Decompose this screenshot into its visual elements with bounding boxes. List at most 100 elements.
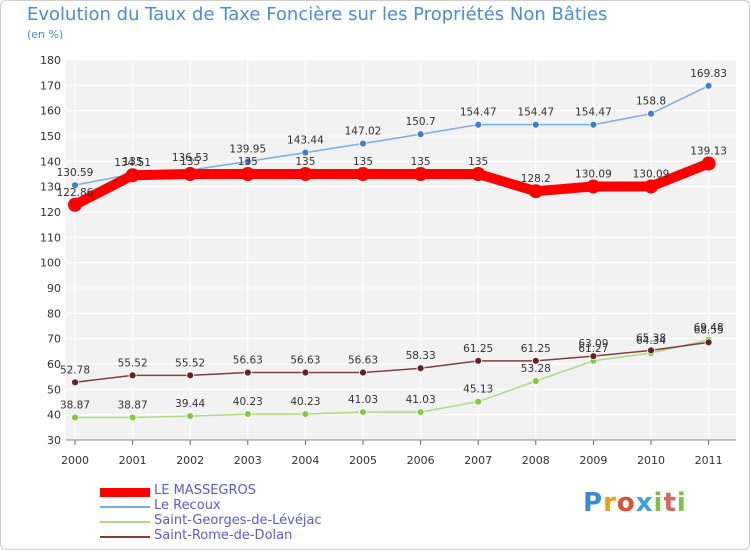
x-tick-label: 2002 xyxy=(176,454,204,467)
x-tick-label: 2011 xyxy=(695,454,723,467)
legend-item: Saint-Georges-de-Lévéjac xyxy=(100,513,360,529)
data-label: 130.09 xyxy=(575,168,612,180)
x-tick-label: 2004 xyxy=(291,454,319,467)
y-tick-label: 150 xyxy=(40,130,61,143)
y-tick-label: 70 xyxy=(47,333,61,346)
x-tick-label: 2008 xyxy=(522,454,550,467)
x-tick-label: 2009 xyxy=(579,454,607,467)
data-label: 139.95 xyxy=(229,143,266,155)
data-point xyxy=(416,364,425,373)
x-tick-label: 2003 xyxy=(234,454,262,467)
y-tick-label: 60 xyxy=(47,358,61,371)
data-label: 136.53 xyxy=(172,152,209,164)
legend: LE MASSEGROS Le Recoux Saint-Georges-de-Lé… xyxy=(100,483,360,544)
data-label: 134.51 xyxy=(114,157,151,169)
y-tick-label: 30 xyxy=(47,434,61,447)
data-point xyxy=(301,148,310,157)
y-tick-label: 40 xyxy=(47,409,61,422)
data-label: 135 xyxy=(353,156,373,168)
data-label: 135 xyxy=(238,156,258,168)
data-label: 139.13 xyxy=(690,146,727,158)
data-label: 41.03 xyxy=(406,394,436,406)
y-tick-label: 140 xyxy=(40,155,61,168)
legend-label: Le Recoux xyxy=(154,498,221,513)
y-tick-label: 110 xyxy=(40,231,61,244)
data-label: 68.55 xyxy=(694,324,724,336)
data-label: 158.8 xyxy=(636,96,666,108)
y-tick-label: 120 xyxy=(40,206,61,219)
legend-item: Saint-Rome-de-Dolan xyxy=(100,528,360,544)
x-tick-label: 2000 xyxy=(61,454,89,467)
data-label: 61.27 xyxy=(578,343,608,355)
data-point xyxy=(71,181,79,190)
data-point xyxy=(589,120,598,129)
data-label: 135 xyxy=(295,156,315,168)
legend-swatch xyxy=(100,487,150,497)
data-point xyxy=(298,167,313,181)
data-point xyxy=(359,139,367,148)
data-label: 135 xyxy=(180,156,200,168)
data-point xyxy=(528,184,543,199)
chart-title: Evolution du Taux de Taxe Foncière sur l… xyxy=(27,4,608,25)
data-point xyxy=(644,179,658,194)
plot-area xyxy=(66,60,736,440)
data-point xyxy=(474,356,483,365)
data-label: 56.63 xyxy=(348,355,378,367)
data-point xyxy=(71,378,79,387)
data-point xyxy=(128,371,137,380)
data-point xyxy=(647,346,655,355)
proxiti-logo: Proxiti xyxy=(583,488,687,518)
legend-label: Saint-Rome-de-Dolan xyxy=(154,528,293,543)
data-point xyxy=(413,167,428,181)
legend-label: LE MASSEGROS xyxy=(154,483,257,498)
data-label: 40.23 xyxy=(290,396,320,408)
data-label: 63.09 xyxy=(578,338,608,350)
data-label: 150.7 xyxy=(406,116,436,128)
data-label: 154.47 xyxy=(517,107,554,119)
data-point xyxy=(586,179,601,194)
x-tick-label: 2005 xyxy=(349,454,377,467)
data-point xyxy=(186,371,195,380)
data-point xyxy=(356,167,370,181)
data-label: 53.28 xyxy=(521,363,551,375)
data-label: 130.59 xyxy=(57,167,94,179)
data-label: 38.87 xyxy=(118,400,148,412)
data-point xyxy=(71,413,79,422)
data-label: 69.48 xyxy=(694,322,724,334)
data-label: 128.2 xyxy=(521,173,551,185)
data-label: 147.02 xyxy=(345,126,382,138)
data-point xyxy=(531,120,540,129)
data-label: 135 xyxy=(468,156,488,168)
data-point xyxy=(243,368,252,377)
y-tick-label: 50 xyxy=(47,383,61,396)
data-label: 52.78 xyxy=(60,364,90,376)
data-label: 61.25 xyxy=(521,343,551,355)
y-tick-label: 170 xyxy=(40,79,61,92)
data-label: 45.13 xyxy=(463,384,493,396)
data-label: 56.63 xyxy=(233,355,263,367)
data-point xyxy=(416,408,425,416)
data-label: 38.87 xyxy=(60,400,90,412)
y-tick-label: 100 xyxy=(40,257,61,270)
data-label: 122.86 xyxy=(57,187,94,199)
x-tick-label: 2006 xyxy=(407,454,435,467)
y-tick-label: 160 xyxy=(40,105,61,118)
data-point xyxy=(183,167,198,181)
data-label: 39.44 xyxy=(175,398,205,410)
data-point xyxy=(128,413,137,422)
line-chart: 30 40 50 60 70 80 90 100 110 120 130 140 150 160 170 18… xyxy=(40,54,736,467)
data-point xyxy=(704,338,713,347)
data-point xyxy=(359,368,367,377)
data-point xyxy=(243,157,252,166)
legend-swatch xyxy=(100,536,150,538)
data-label: 154.47 xyxy=(575,107,612,119)
data-label: 143.44 xyxy=(287,135,324,147)
legend-swatch xyxy=(100,521,150,523)
series-line-saint-georges-de-l-v-jac xyxy=(75,339,709,419)
data-point xyxy=(704,81,713,90)
data-label: 61.25 xyxy=(463,343,493,355)
data-label: 40.23 xyxy=(233,396,263,408)
data-label: 169.83 xyxy=(690,68,727,80)
series-line-le-massegros xyxy=(70,158,714,210)
legend-label: Saint-Georges-de-Lévéjac xyxy=(154,513,322,528)
